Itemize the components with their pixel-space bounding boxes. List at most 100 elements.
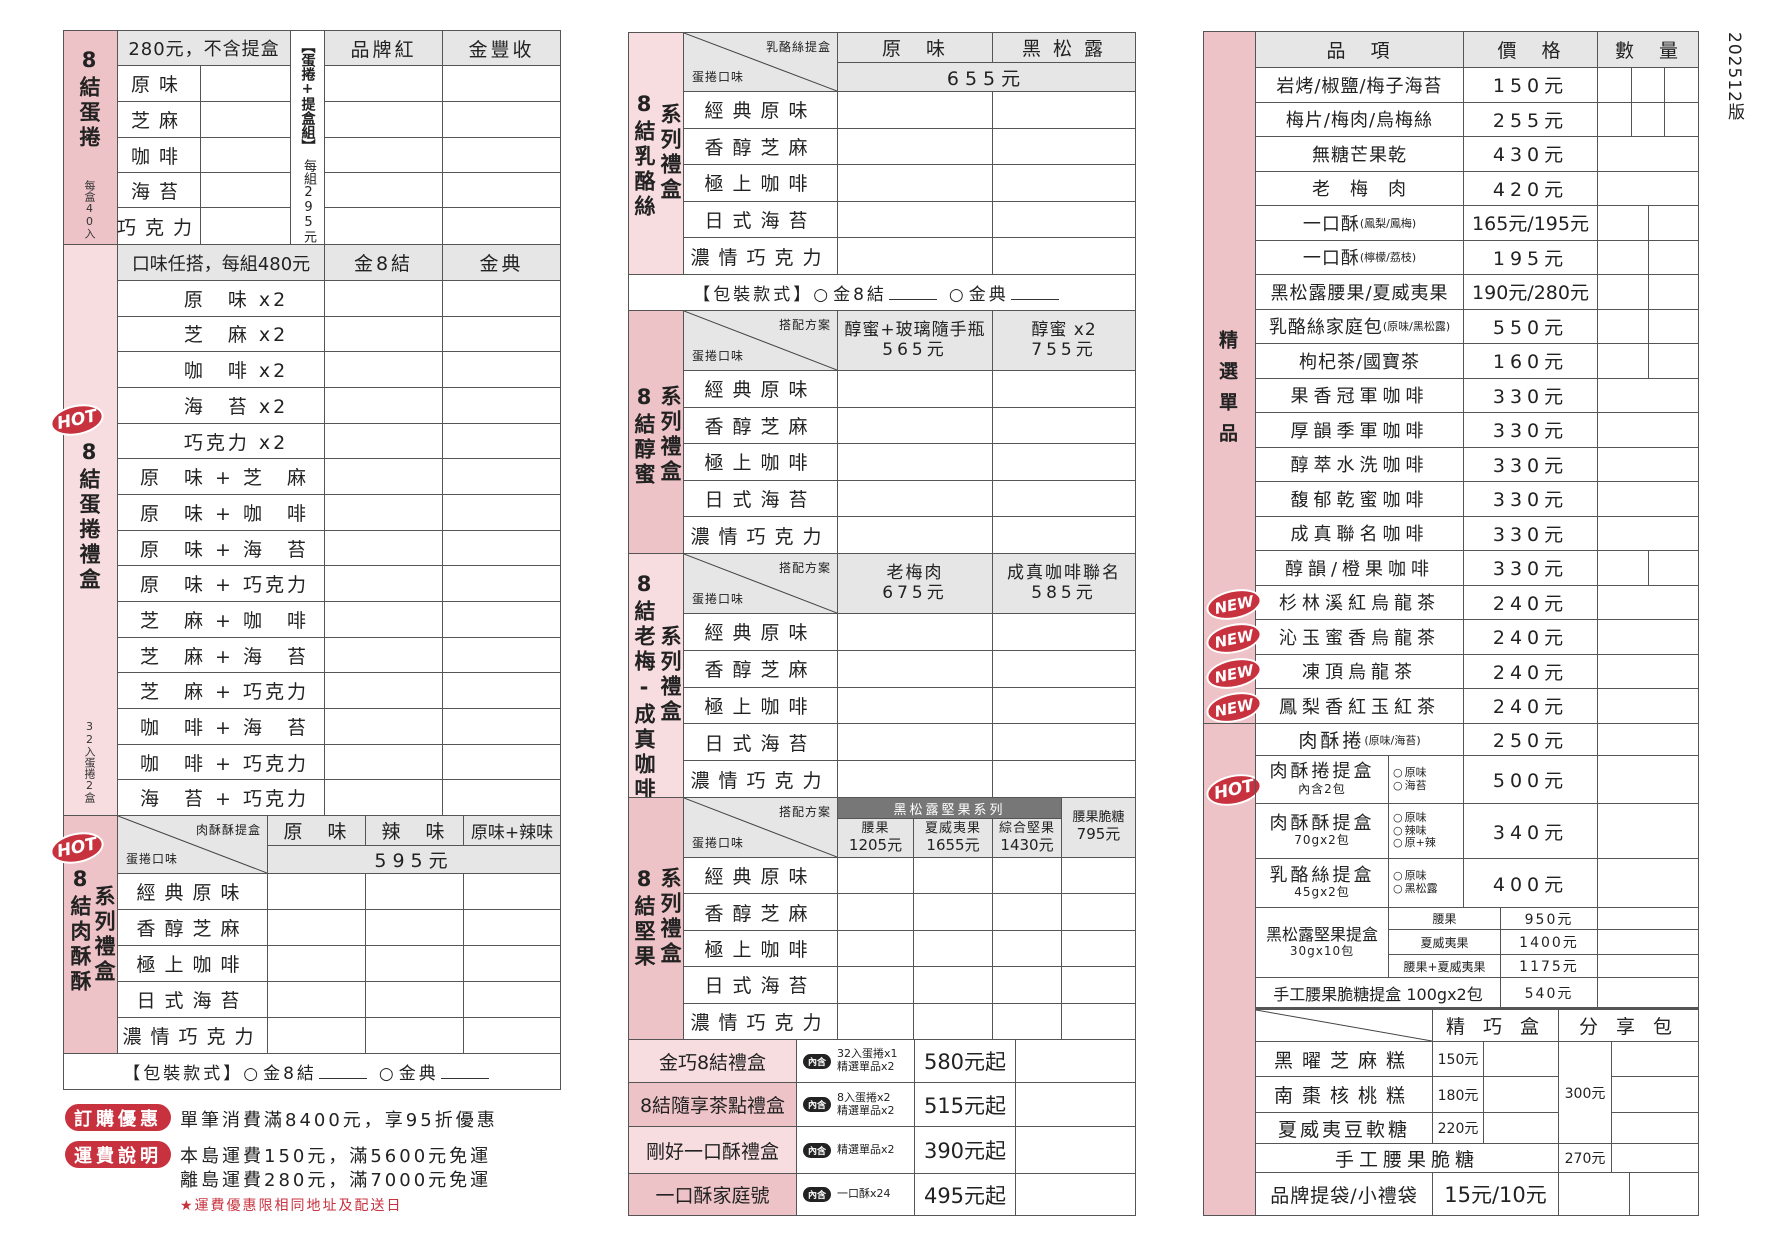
- quantity-cell[interactable]: [1015, 1082, 1136, 1127]
- quantity-cell[interactable]: [324, 280, 443, 317]
- quantity-cell[interactable]: [324, 315, 443, 353]
- quantity-cell[interactable]: [365, 981, 464, 1018]
- quantity-cell[interactable]: [1483, 1076, 1559, 1113]
- quantity-cell[interactable]: [442, 351, 561, 388]
- quantity-cell[interactable]: [1597, 481, 1699, 517]
- packaging-option-jindian[interactable]: 金典: [379, 1059, 439, 1084]
- quantity-cell[interactable]: [365, 1017, 464, 1054]
- quantity-cell[interactable]: [200, 207, 291, 245]
- quantity-cell[interactable]: [200, 65, 291, 102]
- quantity-cell[interactable]: [324, 172, 443, 208]
- quantity-cell[interactable]: [1597, 308, 1649, 344]
- quantity-cell[interactable]: [1597, 101, 1632, 137]
- quantity-cell[interactable]: [837, 613, 993, 651]
- quantity-cell[interactable]: [1647, 239, 1699, 275]
- quantity-cell[interactable]: [1061, 1002, 1136, 1040]
- quantity-cell[interactable]: [992, 127, 1136, 166]
- quantity-cell[interactable]: [463, 1017, 561, 1054]
- quantity-cell[interactable]: [1664, 67, 1699, 103]
- quantity-cell[interactable]: [1647, 308, 1699, 344]
- quantity-cell[interactable]: [1015, 1173, 1136, 1216]
- option-radio[interactable]: 原味: [1393, 766, 1427, 780]
- quantity-cell[interactable]: [324, 708, 443, 745]
- quantity-cell[interactable]: [324, 422, 443, 460]
- quantity-cell[interactable]: [837, 857, 914, 895]
- quantity-cell[interactable]: [837, 200, 993, 239]
- quantity-cell[interactable]: [992, 857, 1062, 895]
- quantity-cell[interactable]: [1597, 205, 1649, 241]
- quantity-cell[interactable]: [992, 686, 1136, 725]
- quantity-cell[interactable]: [324, 672, 443, 710]
- option-radio[interactable]: 海苔: [1393, 779, 1427, 793]
- quantity-cell[interactable]: [324, 565, 443, 603]
- quantity-cell[interactable]: [324, 601, 443, 638]
- quantity-cell[interactable]: [837, 649, 993, 688]
- quantity-cell[interactable]: [442, 708, 561, 745]
- quantity-cell[interactable]: [992, 613, 1136, 651]
- quantity-cell[interactable]: [837, 1002, 914, 1040]
- quantity-cell[interactable]: [1597, 584, 1699, 620]
- quantity-cell[interactable]: [1061, 929, 1136, 968]
- quantity-cell[interactable]: [837, 443, 993, 481]
- packaging-option-gold8[interactable]: 金8結: [243, 1059, 317, 1084]
- quantity-cell[interactable]: [442, 636, 561, 674]
- quantity-cell[interactable]: [1597, 274, 1649, 310]
- quantity-cell[interactable]: [1597, 954, 1699, 978]
- quantity-cell[interactable]: [1597, 515, 1699, 551]
- quantity-cell[interactable]: [267, 945, 366, 982]
- quantity-cell[interactable]: [442, 529, 561, 567]
- quantity-cell[interactable]: [324, 137, 443, 173]
- quantity-cell[interactable]: [1597, 550, 1649, 586]
- quantity-cell[interactable]: [992, 893, 1062, 931]
- quantity-cell[interactable]: [1061, 857, 1136, 895]
- quantity-cell[interactable]: [442, 494, 561, 531]
- quantity-cell[interactable]: [1597, 446, 1699, 482]
- quantity-cell[interactable]: [324, 779, 443, 817]
- quantity-cell[interactable]: [442, 743, 561, 781]
- quantity-cell[interactable]: [837, 929, 914, 968]
- quantity-cell[interactable]: [837, 406, 993, 445]
- option-radio[interactable]: 原味: [1393, 870, 1427, 883]
- quantity-cell[interactable]: [442, 137, 561, 173]
- quantity-cell[interactable]: [1647, 550, 1699, 586]
- quantity-cell[interactable]: [1611, 1041, 1699, 1077]
- quantity-cell[interactable]: [1629, 1172, 1699, 1216]
- quantity-cell[interactable]: [267, 1017, 366, 1054]
- quantity-cell[interactable]: [463, 909, 561, 946]
- quantity-cell[interactable]: [837, 760, 993, 798]
- quantity-cell[interactable]: [837, 516, 993, 554]
- quantity-cell[interactable]: [992, 479, 1136, 518]
- quantity-cell[interactable]: [992, 200, 1136, 239]
- quantity-cell[interactable]: [1015, 1039, 1136, 1083]
- quantity-cell[interactable]: [442, 65, 561, 102]
- quantity-cell[interactable]: [913, 1002, 993, 1040]
- quantity-cell[interactable]: [442, 601, 561, 638]
- quantity-cell[interactable]: [267, 873, 366, 910]
- quantity-cell[interactable]: [992, 723, 1136, 762]
- quantity-cell[interactable]: [442, 280, 561, 317]
- quantity-cell[interactable]: [1558, 1172, 1630, 1216]
- quantity-cell[interactable]: [442, 565, 561, 603]
- quantity-cell[interactable]: [1611, 1076, 1699, 1113]
- quantity-cell[interactable]: [837, 91, 993, 129]
- quantity-cell[interactable]: [1597, 653, 1699, 689]
- quantity-cell[interactable]: [1597, 343, 1649, 379]
- quantity-cell[interactable]: [1664, 101, 1699, 137]
- quantity-cell[interactable]: [837, 686, 993, 725]
- quantity-cell[interactable]: [442, 315, 561, 353]
- quantity-cell[interactable]: [913, 893, 993, 931]
- quantity-cell[interactable]: [1597, 136, 1699, 172]
- quantity-cell[interactable]: [365, 945, 464, 982]
- quantity-cell[interactable]: [442, 387, 561, 424]
- quantity-cell[interactable]: [1015, 1126, 1136, 1174]
- packaging-qty-blank[interactable]: [318, 1064, 367, 1079]
- quantity-cell[interactable]: [1483, 1112, 1559, 1144]
- quantity-cell[interactable]: [365, 909, 464, 946]
- quantity-cell[interactable]: [1597, 412, 1699, 448]
- quantity-cell[interactable]: [442, 172, 561, 208]
- quantity-cell[interactable]: [442, 422, 561, 460]
- quantity-cell[interactable]: [1647, 274, 1699, 310]
- quantity-cell[interactable]: [1597, 377, 1699, 413]
- quantity-cell[interactable]: [442, 207, 561, 245]
- quantity-cell[interactable]: [1597, 977, 1699, 1008]
